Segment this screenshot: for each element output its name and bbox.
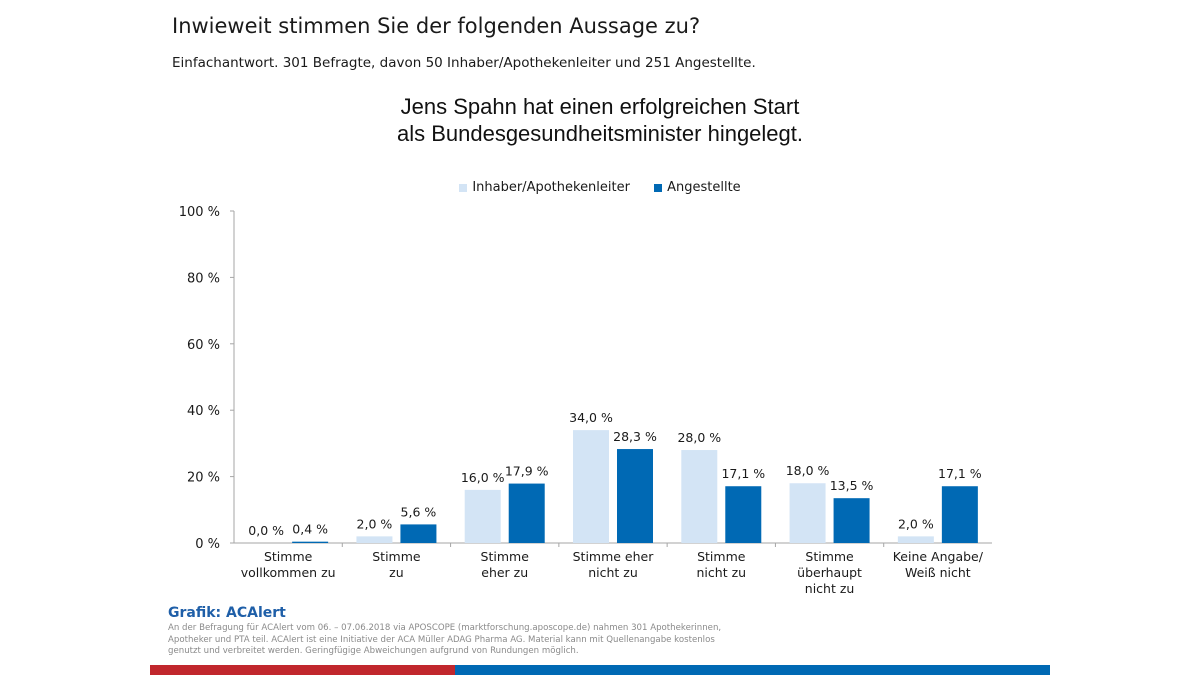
data-label: 0,0 % (248, 523, 284, 538)
footnote: An der Befragung für ACAlert vom 06. – 0… (168, 623, 722, 656)
x-tick-label: Stimme (805, 549, 854, 564)
data-label: 34,0 % (569, 410, 613, 425)
credit-label: Grafik: ACAlert (168, 605, 286, 621)
brand-bar-blue (455, 665, 1050, 675)
bar-inhaber (464, 489, 501, 543)
bar-inhaber (573, 430, 609, 543)
x-tick-label: zu (389, 565, 403, 580)
x-tick-label: Stimme (697, 549, 746, 564)
x-tick-label: eher zu (481, 565, 528, 580)
data-label: 18,0 % (786, 463, 830, 478)
x-tick-label: nicht zu (697, 565, 747, 580)
brand-bar-red (150, 665, 455, 675)
data-label: 28,3 % (613, 429, 657, 444)
bar-angestellte (941, 486, 978, 543)
data-label: 17,1 % (721, 466, 765, 481)
chart-title-line-1: Jens Spahn hat einen erfolgreichen Start (400, 94, 800, 119)
legend-item-inhaber: Inhaber/Apothekenleiter (459, 180, 630, 195)
legend-label-inhaber: Inhaber/Apothekenleiter (472, 180, 630, 195)
bar-angestellte (400, 524, 437, 543)
data-label: 2,0 % (898, 516, 934, 531)
data-label: 2,0 % (357, 516, 393, 531)
bar-angestellte (508, 483, 545, 543)
y-tick-label: 60 % (187, 338, 220, 353)
bar-angestellte (833, 498, 870, 543)
data-label: 0,4 % (292, 522, 328, 537)
page-title: Inwieweit stimmen Sie der folgenden Auss… (172, 14, 701, 38)
chart-title: Jens Spahn hat einen erfolgreichen Start… (300, 93, 900, 147)
data-label: 13,5 % (830, 478, 874, 493)
bar-inhaber (789, 483, 826, 543)
y-tick-label: 20 % (187, 471, 220, 486)
chart-legend: Inhaber/Apothekenleiter Angestellte (0, 180, 1200, 196)
legend-item-angestellte: Angestellte (654, 180, 741, 195)
y-tick-label: 100 % (179, 205, 220, 220)
bar-angestellte (725, 486, 762, 543)
chart-title-line-2: als Bundesgesundheitsminister hingelegt. (396, 121, 804, 146)
data-label: 5,6 % (401, 504, 437, 519)
bar-angestellte (617, 449, 653, 543)
bar-angestellte (292, 541, 329, 543)
x-tick-label: Keine Angabe/ (893, 549, 984, 564)
data-label: 28,0 % (677, 430, 721, 445)
bar-inhaber (356, 536, 393, 543)
x-tick-label: Stimme eher (573, 549, 655, 564)
y-tick-label: 40 % (187, 404, 220, 419)
x-tick-label: Stimme (264, 549, 313, 564)
y-tick-label: 80 % (187, 271, 220, 286)
page-subtitle: Einfachantwort. 301 Befragte, davon 50 I… (172, 55, 756, 71)
x-tick-label: Stimme (481, 549, 530, 564)
x-tick-label: Weiß nicht (905, 565, 971, 580)
bar-inhaber (681, 450, 718, 543)
x-tick-label: nicht zu (805, 581, 855, 596)
data-label: 17,9 % (505, 464, 549, 479)
data-label: 17,1 % (938, 466, 982, 481)
legend-label-angestellte: Angestellte (667, 180, 741, 195)
legend-swatch-inhaber (459, 183, 468, 192)
bar-inhaber (897, 536, 934, 543)
data-label: 16,0 % (461, 470, 505, 485)
x-tick-label: Stimme (372, 549, 421, 564)
y-tick-label: 0 % (195, 537, 220, 552)
legend-swatch-angestellte (654, 183, 663, 192)
x-tick-label: überhaupt (797, 565, 862, 580)
x-tick-label: vollkommen zu (241, 565, 336, 580)
x-tick-label: nicht zu (588, 565, 638, 580)
